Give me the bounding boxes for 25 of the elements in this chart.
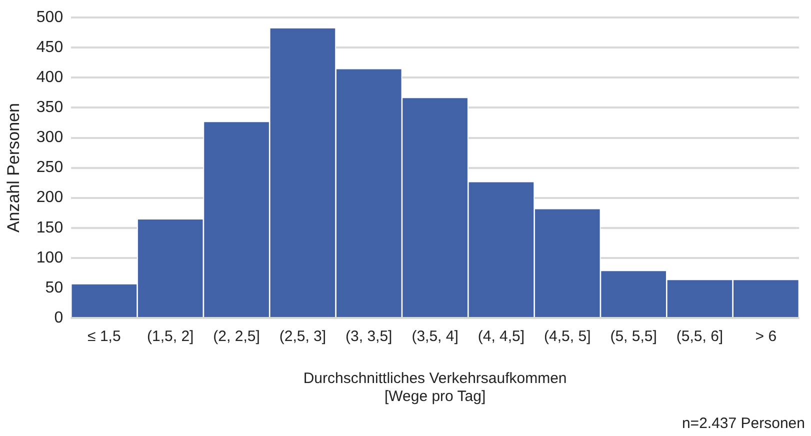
x-tick-label: (5, 5,5] bbox=[610, 328, 657, 346]
y-tick-label: 350 bbox=[36, 99, 64, 116]
y-tick-label: 500 bbox=[36, 9, 64, 26]
text: n=2.437 Personen bbox=[682, 415, 805, 432]
y-tick-label: 450 bbox=[36, 39, 64, 56]
y-tick-label: 150 bbox=[36, 219, 64, 236]
y-axis-title: Anzahl Personen bbox=[4, 103, 23, 233]
y-tick-label: 400 bbox=[36, 69, 64, 86]
x-tick-label: (2,5, 3] bbox=[279, 328, 326, 346]
x-tick-label: (4,5, 5] bbox=[544, 328, 591, 346]
y-tick-label: 250 bbox=[36, 159, 64, 176]
y-tick-label: 100 bbox=[36, 249, 64, 266]
x-tick-label: (5,5, 6] bbox=[676, 328, 724, 346]
y-tick-label: 0 bbox=[54, 309, 64, 326]
y-tick-label: 300 bbox=[36, 129, 64, 146]
x-tick-label: (4, 4,5] bbox=[478, 328, 525, 346]
x-axis-title: Durchschnittliches Verkehrsaufkommen [Wege pro Tag] bbox=[303, 370, 567, 406]
x-tick-label: > 6 bbox=[755, 328, 777, 346]
y-tick-label: 200 bbox=[36, 189, 64, 206]
x-tick-label: ≤ 1,5 bbox=[88, 328, 121, 346]
x-tick-label: (3,5, 4] bbox=[412, 328, 458, 346]
x-tick-label: (3, 3,5] bbox=[346, 328, 392, 346]
x-tick-label: (2, 2,5] bbox=[213, 328, 260, 346]
x-tick-label: (1,5, 2] bbox=[147, 328, 194, 346]
y-tick-label: 50 bbox=[45, 279, 64, 296]
